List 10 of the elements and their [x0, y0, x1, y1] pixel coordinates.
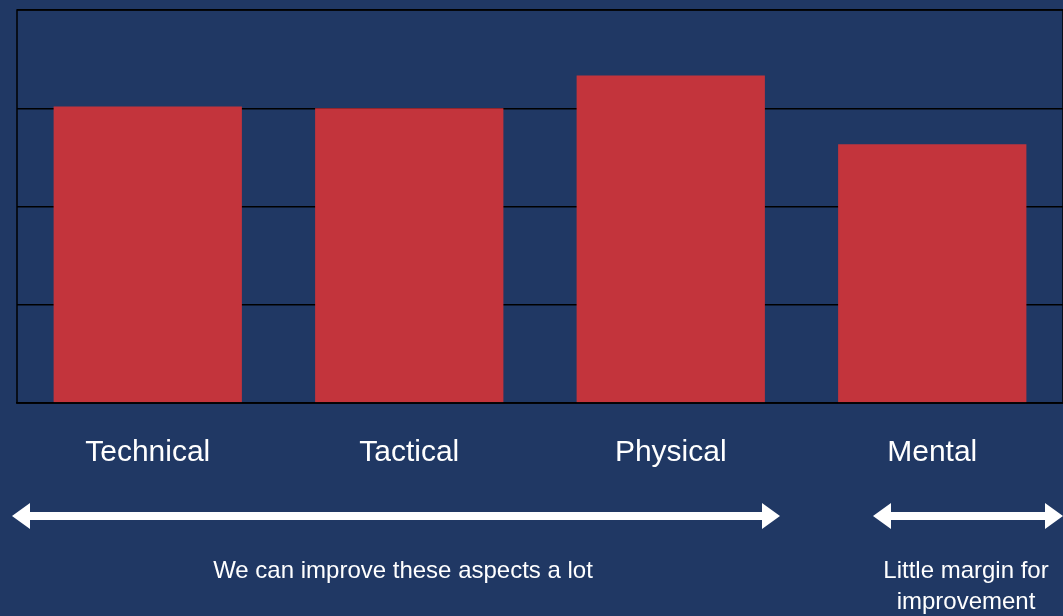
- bar: [576, 75, 765, 403]
- bar: [838, 144, 1027, 403]
- x-tick-label: Tactical: [359, 434, 460, 468]
- x-tick-label: Mental: [887, 434, 978, 468]
- x-tick-label: Physical: [614, 434, 727, 468]
- bar: [315, 108, 504, 403]
- text: We can improve these aspects a lot: [212, 555, 594, 585]
- bar: [53, 106, 242, 403]
- text: Little margin for improvement: [882, 555, 1050, 616]
- x-tick-label: Technical: [85, 434, 211, 468]
